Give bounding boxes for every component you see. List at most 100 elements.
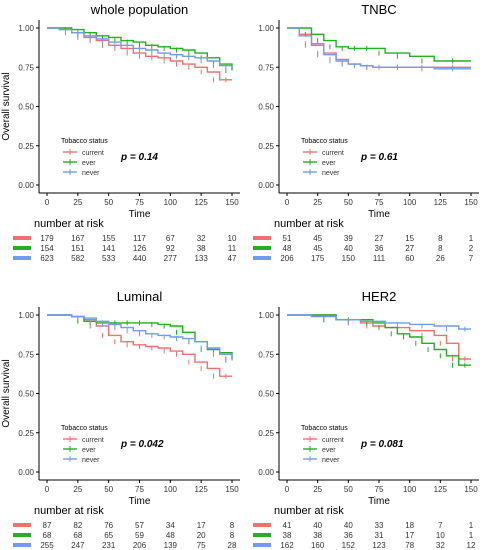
x-tick-label: 0 xyxy=(285,485,290,494)
risk-value: 27 xyxy=(405,244,414,253)
risk-value: 133 xyxy=(194,254,208,263)
x-tick-label: 0 xyxy=(285,198,290,207)
legend-label-ever: ever xyxy=(322,447,336,454)
risk-value: 10 xyxy=(436,531,445,540)
risk-value: 179 xyxy=(40,234,54,243)
risk-value: 123 xyxy=(372,541,386,550)
risk-value: 31 xyxy=(375,531,384,540)
legend-title: Tobacco status xyxy=(301,138,348,145)
y-tick-label: 0.25 xyxy=(18,429,34,438)
km-panel-4: HER2 0.00 0.25 0.50 0.75 1.00 0 25 50 75 100 125 150… xyxy=(253,289,479,550)
y-tick-label: 0.00 xyxy=(258,181,274,190)
panel-title: TNBC xyxy=(361,2,396,17)
risk-value: 440 xyxy=(133,254,147,263)
risk-value: 154 xyxy=(40,244,54,253)
p-value: p = 0.61 xyxy=(360,152,398,163)
x-axis-label: Time xyxy=(129,209,151,220)
survival-curve-never xyxy=(287,314,471,330)
x-tick-label: 25 xyxy=(313,485,322,494)
risk-value: 67 xyxy=(166,234,175,243)
risk-value: 45 xyxy=(313,244,322,253)
risk-value: 231 xyxy=(102,541,116,550)
x-tick-label: 150 xyxy=(225,198,239,207)
panel-title: whole population xyxy=(90,2,189,17)
km-panel-3: Luminal 0.00 0.25 0.50 0.75 1.00 0 25 50 75 100 125… xyxy=(1,289,240,550)
risk-value: 92 xyxy=(166,244,175,253)
risk-value: 18 xyxy=(405,521,414,530)
x-axis-label: Time xyxy=(129,496,151,507)
risk-value: 36 xyxy=(344,531,353,540)
risk-value: 45 xyxy=(313,234,322,243)
risk-value: 82 xyxy=(73,521,82,530)
risk-value: 533 xyxy=(102,254,116,263)
x-tick-label: 125 xyxy=(194,485,208,494)
y-tick-label: 0.50 xyxy=(258,103,274,112)
legend-label-never: never xyxy=(322,170,340,177)
x-tick-label: 25 xyxy=(313,198,322,207)
y-tick-label: 0.75 xyxy=(258,63,274,72)
risk-value: 8 xyxy=(438,244,443,253)
risk-value: 32 xyxy=(436,541,445,550)
risk-value: 34 xyxy=(166,521,175,530)
legend-title: Tobacco status xyxy=(61,425,108,432)
survival-curve-never xyxy=(287,27,471,70)
risk-row-swatch-never xyxy=(13,543,31,547)
y-tick-label: 1.00 xyxy=(258,311,274,320)
y-tick-label: 0.25 xyxy=(18,142,34,151)
survival-curve-never xyxy=(47,314,233,361)
survival-curve-never xyxy=(47,27,233,69)
risk-value: 51 xyxy=(283,234,292,243)
risk-value: 255 xyxy=(40,541,54,550)
risk-value: 75 xyxy=(197,541,206,550)
risk-value: 48 xyxy=(166,531,175,540)
x-axis-label: Time xyxy=(368,496,390,507)
survival-curve-ever xyxy=(287,314,471,366)
risk-value: 1 xyxy=(469,234,474,243)
risk-value: 57 xyxy=(135,521,144,530)
risk-value: 60 xyxy=(405,254,414,263)
panel-title: HER2 xyxy=(362,289,397,304)
risk-row-swatch-current xyxy=(253,236,271,240)
risk-value: 155 xyxy=(102,234,116,243)
risk-value: 17 xyxy=(197,521,206,530)
risk-value: 32 xyxy=(197,234,206,243)
risk-value: 40 xyxy=(313,521,322,530)
y-tick-label: 0.25 xyxy=(258,429,274,438)
risk-value: 126 xyxy=(133,244,147,253)
risk-value: 8 xyxy=(230,521,235,530)
risk-value: 8 xyxy=(230,531,235,540)
risk-value: 10 xyxy=(228,234,237,243)
legend-label-ever: ever xyxy=(322,160,336,167)
y-tick-label: 0.75 xyxy=(18,63,34,72)
risk-row-swatch-ever xyxy=(253,246,271,250)
x-tick-label: 125 xyxy=(434,198,448,207)
risk-value: 28 xyxy=(228,541,237,550)
risk-table-title: number at risk xyxy=(34,505,104,517)
risk-value: 175 xyxy=(311,254,325,263)
risk-value: 277 xyxy=(164,254,178,263)
risk-value: 117 xyxy=(133,234,146,243)
risk-value: 206 xyxy=(280,254,294,263)
x-tick-label: 100 xyxy=(403,198,417,207)
risk-value: 68 xyxy=(73,531,82,540)
y-tick-label: 1.00 xyxy=(18,24,34,33)
x-tick-label: 125 xyxy=(194,198,208,207)
risk-value: 12 xyxy=(467,541,476,550)
y-tick-label: 0.00 xyxy=(18,468,34,477)
legend-label-never: never xyxy=(82,457,100,464)
legend-label-never: never xyxy=(82,170,100,177)
risk-value: 160 xyxy=(311,541,325,550)
x-tick-label: 75 xyxy=(375,198,384,207)
survival-curve-ever xyxy=(287,27,471,62)
risk-value: 76 xyxy=(104,521,113,530)
risk-value: 33 xyxy=(375,521,384,530)
y-tick-label: 0.75 xyxy=(258,350,274,359)
panel-title: Luminal xyxy=(117,289,163,304)
y-tick-label: 1.00 xyxy=(18,311,34,320)
risk-value: 39 xyxy=(344,234,353,243)
risk-value: 11 xyxy=(228,244,237,253)
risk-value: 152 xyxy=(342,541,356,550)
risk-value: 162 xyxy=(280,541,294,550)
km-panel-1: whole population 0.00 0.25 0.50 0.75 1.00 0 25 5… xyxy=(1,2,240,263)
